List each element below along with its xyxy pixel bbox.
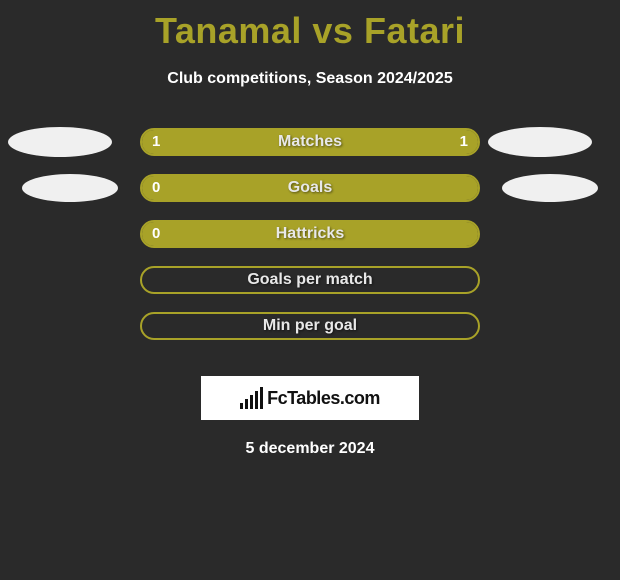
decorative-ellipse: [488, 127, 592, 157]
stat-label: Goals per match: [142, 271, 478, 289]
stat-value-right: 1: [460, 133, 468, 150]
page-subtitle: Club competitions, Season 2024/2025: [0, 70, 620, 88]
stat-label: Matches: [142, 133, 478, 151]
logo-bar: [250, 395, 253, 409]
page-title: Tanamal vs Fatari: [0, 0, 620, 52]
footer-date: 5 december 2024: [0, 440, 620, 458]
stat-value-left: 0: [152, 225, 160, 242]
logo-bar: [240, 403, 243, 409]
stat-row: Min per goal: [0, 312, 620, 358]
stat-label: Hattricks: [142, 225, 478, 243]
stat-bar: Matches1 1: [140, 128, 480, 156]
decorative-ellipse: [22, 174, 118, 202]
decorative-ellipse: [8, 127, 112, 157]
stat-row: Goals0: [0, 174, 620, 220]
logo-bar: [255, 391, 258, 409]
stat-bar: Min per goal: [140, 312, 480, 340]
stat-value-left: 0: [152, 179, 160, 196]
stat-row: Hattricks0: [0, 220, 620, 266]
logo-plate: FcTables.com: [201, 376, 419, 420]
decorative-ellipse: [502, 174, 598, 202]
logo-bar: [245, 399, 248, 409]
stats-container: Matches11Goals0Hattricks0Goals per match…: [0, 128, 620, 358]
stat-row: Goals per match: [0, 266, 620, 312]
stat-row: Matches1 1: [0, 128, 620, 174]
stat-bar: Goals0: [140, 174, 480, 202]
logo: FcTables.com: [240, 387, 380, 409]
logo-bar: [260, 387, 263, 409]
logo-text: FcTables.com: [267, 388, 380, 409]
stat-bar: Goals per match: [140, 266, 480, 294]
logo-bars-icon: [240, 387, 263, 409]
stat-label: Goals: [142, 179, 478, 197]
stat-label: Min per goal: [142, 317, 478, 335]
stat-value-left: 1: [152, 133, 160, 150]
stat-bar: Hattricks0: [140, 220, 480, 248]
